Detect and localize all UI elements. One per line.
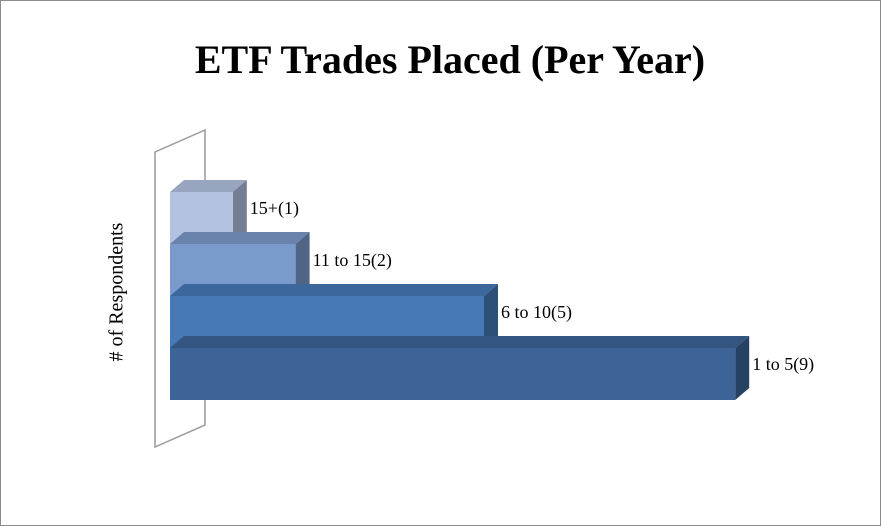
- data-label: 15+(1): [250, 198, 299, 219]
- data-label: 6 to 10(5): [501, 302, 572, 323]
- chart-title: ETF Trades Placed (Per Year): [195, 37, 705, 82]
- bar: [170, 348, 736, 400]
- bar-top: [170, 180, 247, 192]
- bar-side: [295, 232, 310, 296]
- bar-side: [484, 284, 498, 348]
- bar-top: [170, 284, 498, 296]
- bar-side: [735, 336, 750, 400]
- data-label: 11 to 15(2): [313, 250, 392, 271]
- bar-top: [170, 232, 310, 244]
- data-label: 1 to 5(9): [752, 354, 814, 375]
- y-axis-label: # of Respondents: [106, 222, 128, 361]
- bar-side: [232, 180, 247, 244]
- bar-top: [170, 336, 750, 348]
